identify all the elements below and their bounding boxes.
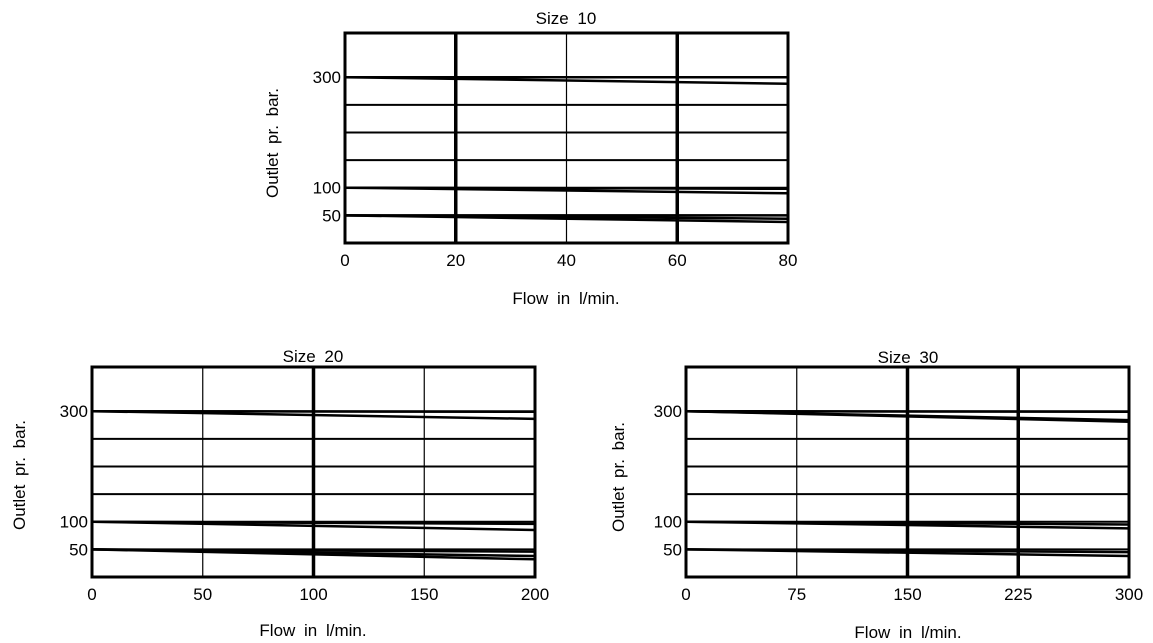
chart-size-10: Size 10 300 100 50 0 20 40 60 80 Flow in l/min…: [263, 9, 797, 308]
y-tick-label: 50: [69, 540, 88, 559]
grid: [92, 367, 535, 577]
chart-title: Size 10: [536, 9, 597, 28]
series-line: [685, 409, 1130, 423]
plot-frame: [343, 31, 790, 245]
y-tick-label: 50: [322, 206, 341, 225]
grid: [686, 367, 1129, 577]
series-lines: [344, 75, 789, 224]
x-axis-label: Flow in l/min.: [854, 623, 961, 642]
plot-frame: [90, 365, 537, 579]
y-tick-label: 300: [60, 402, 88, 421]
chart-title: Size 20: [283, 347, 344, 366]
x-tick-labels: 0 20 40 60 80: [340, 251, 797, 270]
y-axis-label: Outlet pr. bar.: [10, 420, 29, 530]
y-tick-label: 50: [663, 540, 682, 559]
y-axis-label: Outlet pr. bar.: [609, 422, 628, 532]
y-tick-labels: 300 100 50: [654, 402, 682, 559]
x-tick-label: 60: [668, 251, 687, 270]
x-tick-label: 40: [557, 251, 576, 270]
x-tick-label: 100: [299, 585, 327, 604]
series-line: [91, 548, 536, 561]
x-tick-label: 75: [787, 585, 806, 604]
series-line: [685, 520, 1130, 530]
series-lines: [685, 409, 1130, 558]
x-tick-labels: 0 50 100 150 200: [87, 585, 549, 604]
y-tick-label: 100: [313, 179, 341, 198]
x-axis-label: Flow in l/min.: [512, 289, 619, 308]
chart-size-30: Size 30 300 100 50 0 75 150 225 300 Flow in l/…: [609, 348, 1143, 642]
series-line: [344, 214, 789, 224]
x-tick-label: 0: [681, 585, 690, 604]
x-tick-label: 300: [1115, 585, 1143, 604]
x-tick-label: 0: [340, 251, 349, 270]
x-tick-label: 225: [1004, 585, 1032, 604]
series-line: [685, 409, 1130, 414]
y-tick-label: 300: [313, 68, 341, 87]
chart-size-20: Size 20 300 100 50 0 50 100 150 200 Flow in l/…: [10, 347, 549, 640]
series-line: [91, 520, 536, 532]
x-tick-label: 150: [410, 585, 438, 604]
grid: [345, 33, 788, 243]
x-tick-label: 150: [893, 585, 921, 604]
y-axis-label: Outlet pr. bar.: [263, 88, 282, 198]
x-tick-label: 200: [521, 585, 549, 604]
y-tick-labels: 300 100 50: [313, 68, 341, 225]
x-tick-labels: 0 75 150 225 300: [681, 585, 1143, 604]
series-line: [91, 409, 536, 421]
x-tick-label: 20: [446, 251, 465, 270]
x-tick-label: 50: [193, 585, 212, 604]
y-tick-label: 100: [60, 513, 88, 532]
y-tick-label: 300: [654, 402, 682, 421]
y-tick-label: 100: [654, 513, 682, 532]
series-line: [685, 548, 1130, 558]
x-tick-label: 80: [779, 251, 798, 270]
series-line: [344, 75, 789, 86]
series-lines: [91, 409, 536, 561]
plot-frame: [684, 365, 1131, 579]
x-tick-label: 0: [87, 585, 96, 604]
x-axis-label: Flow in l/min.: [259, 621, 366, 640]
chart-title: Size 30: [878, 348, 939, 367]
y-tick-labels: 300 100 50: [60, 402, 88, 559]
series-line: [344, 186, 789, 195]
